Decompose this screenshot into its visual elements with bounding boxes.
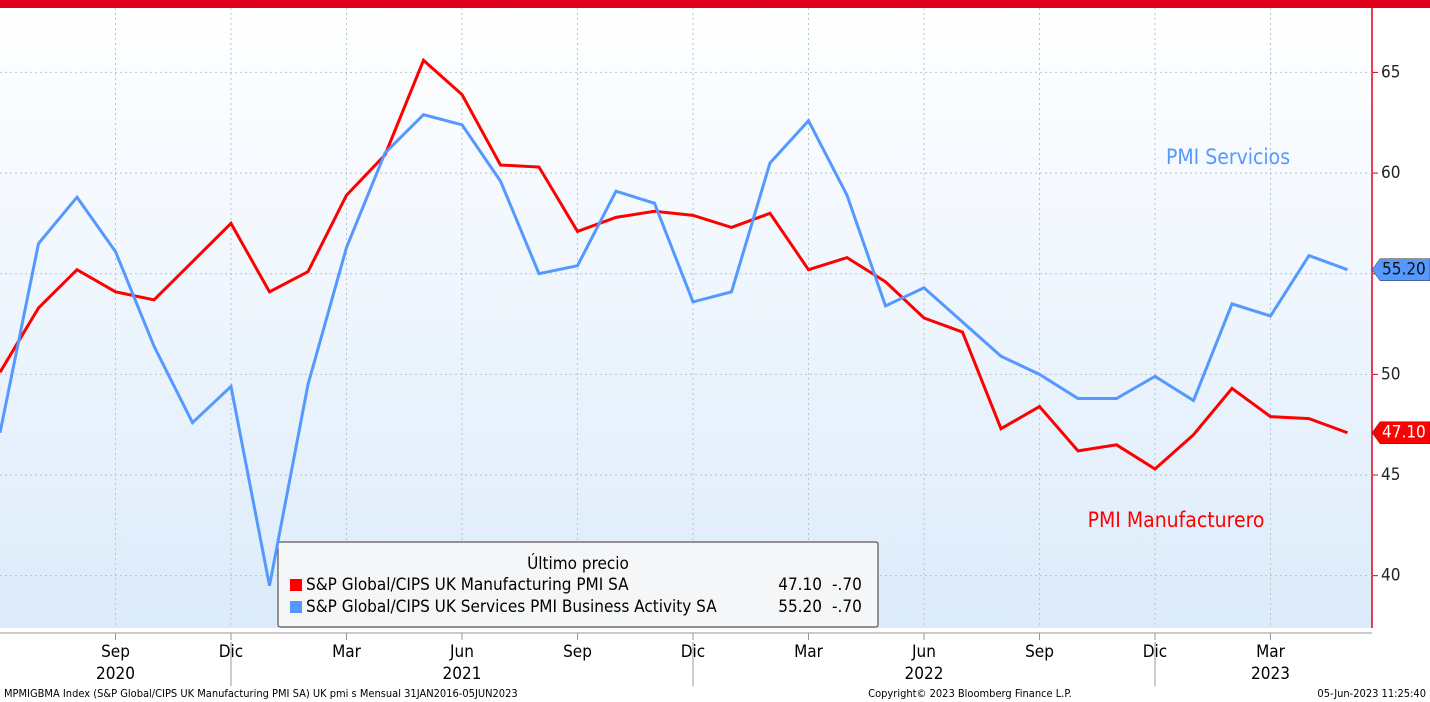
last-value-badge (1371, 421, 1430, 444)
series-annotation: PMI Manufacturero (1088, 508, 1265, 532)
x-tick-label: Mar (1256, 642, 1286, 662)
legend-last: 55.20 (778, 597, 822, 617)
series-annotation: PMI Servicios (1166, 145, 1290, 169)
last-value-label: 47.10 (1382, 423, 1426, 443)
y-tick-label: 50 (1381, 364, 1400, 384)
series-line (0, 57, 1349, 471)
year-label: 2022 (905, 664, 944, 684)
legend-label: S&P Global/CIPS UK Services PMI Business… (306, 597, 717, 617)
y-tick-label: 65 (1381, 62, 1400, 82)
legend-title: Último precio (527, 552, 629, 574)
series-line (0, 113, 1349, 587)
legend-swatch (290, 601, 302, 613)
x-tick-label: Jun (449, 642, 474, 662)
footer-left: MPMIGBMA Index (S&P Global/CIPS UK Manuf… (4, 687, 518, 700)
x-tick-label: Mar (332, 642, 362, 662)
footer-right: 05-Jun-2023 11:25:40 (1317, 687, 1426, 700)
plot-area (0, 8, 1372, 628)
y-tick-label: 40 (1381, 566, 1400, 586)
last-value-label: 55.20 (1382, 260, 1426, 280)
year-label: 2020 (96, 664, 135, 684)
footer-center: Copyright© 2023 Bloomberg Finance L.P. (868, 687, 1072, 700)
x-tick-label: Sep (563, 642, 592, 662)
x-tick-label: Mar (794, 642, 824, 662)
top-bar (0, 0, 1430, 8)
year-label: 2021 (443, 664, 482, 684)
y-tick-label: 60 (1381, 163, 1400, 183)
legend-last: 47.10 (778, 575, 822, 595)
x-tick-label: Sep (101, 642, 130, 662)
legend-label: S&P Global/CIPS UK Manufacturing PMI SA (306, 575, 629, 595)
x-tick-label: Sep (1025, 642, 1054, 662)
legend-swatch (290, 579, 302, 591)
legend (277, 541, 879, 628)
last-value-badge (1371, 258, 1430, 281)
legend-change: -.70 (832, 575, 862, 595)
x-tick-label: Jun (911, 642, 936, 662)
y-tick-label: 45 (1381, 465, 1400, 485)
legend-change: -.70 (832, 597, 862, 617)
year-label: 2023 (1251, 664, 1290, 684)
